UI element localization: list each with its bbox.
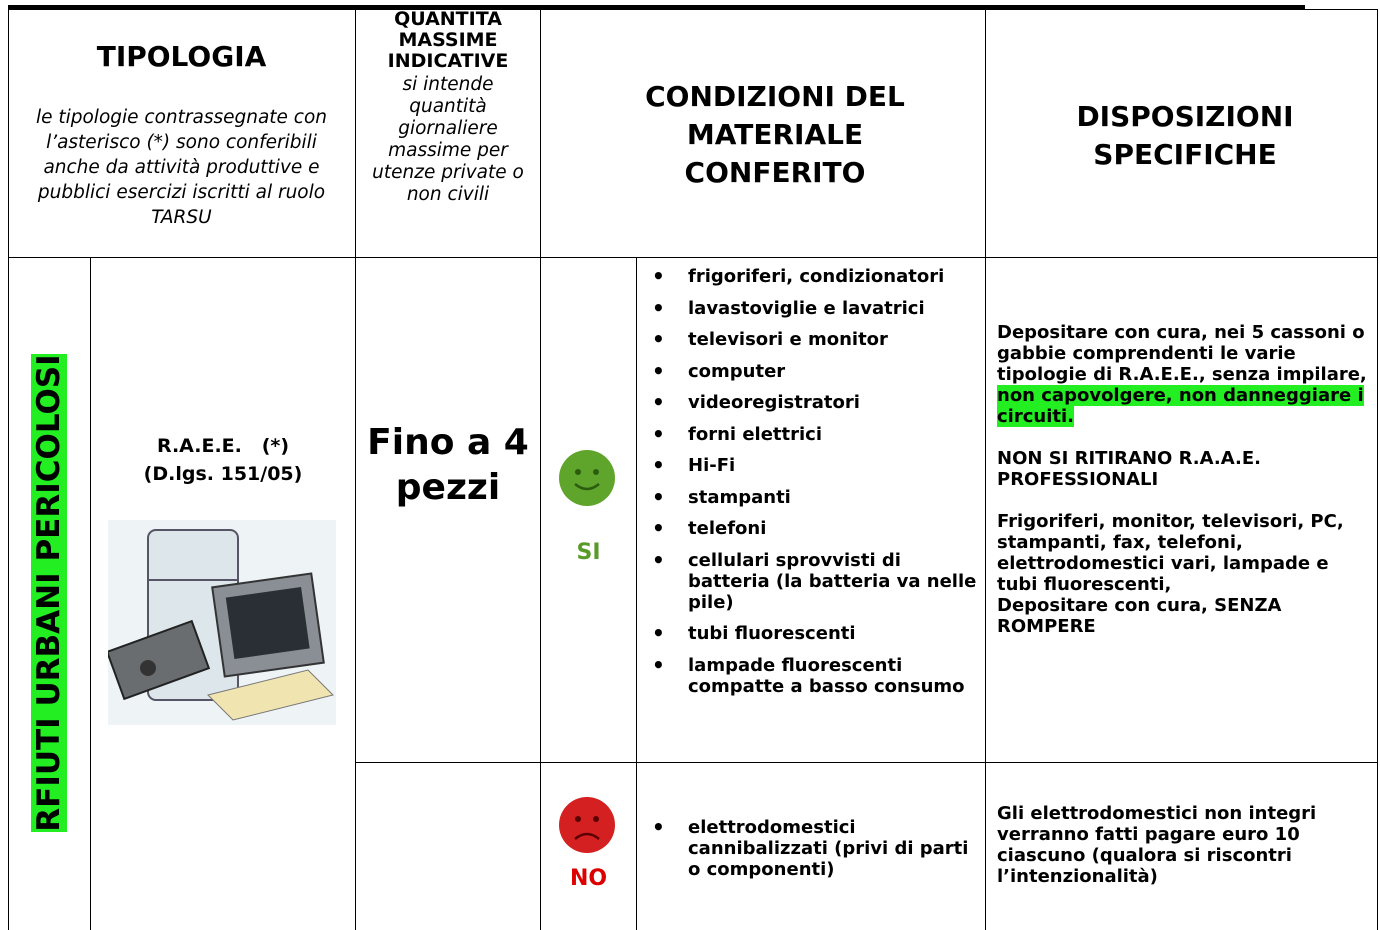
list-item: elettrodomestici cannibalizzati (privi d… xyxy=(652,817,981,880)
smiley-no xyxy=(559,797,615,853)
text: Depositare con cura, SENZA ROMPERE xyxy=(997,595,1282,637)
header-title: TIPOLOGIA xyxy=(96,40,267,73)
smiley-yes xyxy=(559,450,615,506)
verdict: NO xyxy=(569,866,608,891)
list-item: telefoni xyxy=(652,518,981,539)
list-item: stampanti xyxy=(652,487,981,508)
list-item: cellulari sprovvisti di batteria (la bat… xyxy=(652,550,981,613)
category: RFIUTI URBANI PERICOLOSI xyxy=(31,354,67,832)
list-item: computer xyxy=(652,361,981,382)
verdict: SI xyxy=(576,540,601,565)
highlight: non capovolgere, non danneggiare i circu… xyxy=(997,385,1364,427)
rule xyxy=(355,9,356,930)
header-title: DISPOSIZIONI SPECIFICHE xyxy=(1076,100,1294,171)
list-item: tubi fluorescenti xyxy=(652,623,981,644)
list-item: frigoriferi, condizionatori xyxy=(652,266,981,287)
rule xyxy=(540,9,541,930)
rule xyxy=(636,257,637,930)
rule xyxy=(355,762,1378,763)
text: Frigoriferi, monitor, televisori, PC, st… xyxy=(997,511,1344,595)
list: elettrodomestici cannibalizzati (privi d… xyxy=(636,817,981,891)
header-title: CONDIZIONI DEL MATERIALE CONFERITO xyxy=(645,80,905,189)
header-note: si intende quantità giornaliere massime … xyxy=(372,74,524,205)
disposizioni: Depositare con cura, nei 5 cassoni o gab… xyxy=(997,322,1375,637)
rule xyxy=(90,257,91,930)
list-item: forni elettrici xyxy=(652,424,981,445)
list-item: Hi-Fi xyxy=(652,455,981,476)
rule xyxy=(985,9,986,930)
appliance-illustration xyxy=(108,520,336,725)
header-title: QUANTITÀ MASSIME INDICATIVE xyxy=(387,8,509,72)
rule xyxy=(8,9,9,930)
header-note: le tipologie contrassegnate con l’asteri… xyxy=(35,107,328,228)
rule xyxy=(1377,9,1378,930)
text: Depositare con cura, nei 5 cassoni o gab… xyxy=(997,322,1367,385)
text: Gli elettrodomestici non integri verrann… xyxy=(997,803,1317,887)
list-item: lavastoviglie e lavatrici xyxy=(652,298,981,319)
text: NON SI RITIRANO R.A.A.E. PROFESSIONALI xyxy=(997,448,1261,490)
list-item: videoregistratori xyxy=(652,392,981,413)
list: frigoriferi, condizionatori lavastoviglie… xyxy=(636,266,981,707)
type: R.A.E.E. (*) xyxy=(156,435,290,457)
law: (D.lgs. 151/05) xyxy=(143,463,303,485)
rule xyxy=(8,257,1378,258)
list-item: televisori e monitor xyxy=(652,329,981,350)
list-item: lampade fluorescenti compatte a basso co… xyxy=(652,655,981,697)
rule xyxy=(1305,9,1378,10)
top-rule xyxy=(8,5,1305,10)
quantity: Fino a 4 pezzi xyxy=(367,422,529,508)
